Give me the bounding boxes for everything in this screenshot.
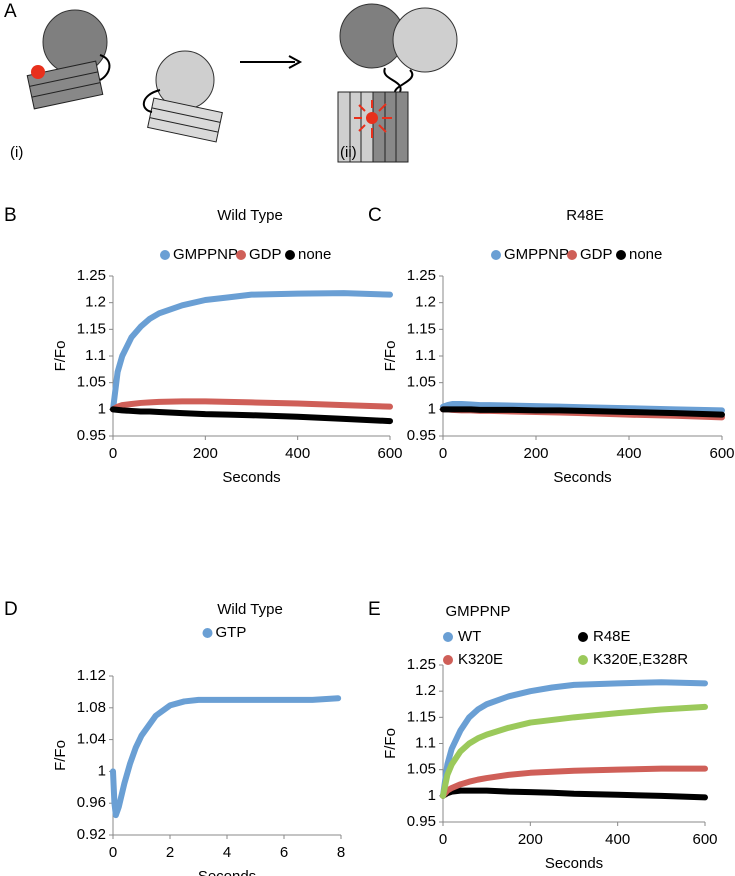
legend-marker <box>160 250 170 260</box>
panel-label: D <box>4 599 18 620</box>
x-tick-label: 200 <box>523 445 548 462</box>
y-tick-label: 0.92 <box>77 826 106 843</box>
series-line <box>110 398 393 413</box>
y-axis-label: F/Fo <box>382 341 399 372</box>
legend-marker <box>567 250 577 260</box>
panel-label: B <box>4 205 17 226</box>
legend-marker <box>236 250 246 260</box>
legend-label: K320E <box>458 651 503 668</box>
y-tick-label: 0.95 <box>77 427 106 444</box>
y-tick-label: 1 <box>98 400 106 417</box>
x-axis-label: Seconds <box>553 469 611 486</box>
legend-marker <box>578 655 588 665</box>
y-tick-label: 1.1 <box>415 734 436 751</box>
legend-label: R48E <box>593 628 631 645</box>
x-tick-label: 400 <box>605 831 630 848</box>
y-tick-label: 1.1 <box>85 347 106 364</box>
x-tick-label: 0 <box>109 844 117 861</box>
x-tick-label: 400 <box>285 445 310 462</box>
panel-label: A <box>4 1 17 22</box>
legend-label: GDP <box>249 246 282 263</box>
series-line <box>110 406 393 425</box>
x-tick-label: 0 <box>109 445 117 462</box>
legend-label: GTP <box>216 624 247 641</box>
y-tick-label: 1.12 <box>77 667 106 684</box>
series-line <box>440 406 725 418</box>
series-line <box>110 290 393 413</box>
x-tick-label: 4 <box>223 844 231 861</box>
y-axis-label: F/Fo <box>52 740 69 771</box>
series-line <box>440 703 708 799</box>
y-tick-label: 1.05 <box>407 374 436 391</box>
x-axis-label: Seconds <box>222 469 280 486</box>
y-tick-label: 1.25 <box>407 267 436 284</box>
x-tick-label: 600 <box>692 831 717 848</box>
legend-label: none <box>298 246 331 263</box>
y-tick-label: 1.04 <box>77 731 106 748</box>
y-tick-label: 1.25 <box>407 656 436 673</box>
y-tick-label: 0.95 <box>407 813 436 830</box>
x-tick-label: 2 <box>166 844 174 861</box>
legend-label: none <box>629 246 662 263</box>
legend-label: GMPPNP <box>504 246 569 263</box>
y-tick-label: 0.96 <box>77 794 106 811</box>
y-tick-label: 1.15 <box>407 320 436 337</box>
x-tick-label: 0 <box>439 831 447 848</box>
x-tick-label: 200 <box>193 445 218 462</box>
legend-marker <box>443 632 453 642</box>
legend-marker <box>578 632 588 642</box>
legend-marker <box>202 628 213 638</box>
y-tick-label: 1.2 <box>415 294 436 311</box>
x-tick-label: 0 <box>439 445 447 462</box>
y-tick-label: 1.25 <box>77 267 106 284</box>
y-tick-label: 1 <box>428 787 436 804</box>
y-tick-label: 1.15 <box>407 708 436 725</box>
y-tick-label: 0.95 <box>407 427 436 444</box>
y-axis-label: F/Fo <box>52 341 69 372</box>
x-tick-label: 600 <box>709 445 734 462</box>
legend-marker <box>443 655 453 665</box>
stage-label: (ii) <box>340 144 357 161</box>
x-tick-label: 200 <box>518 831 543 848</box>
legend-marker <box>285 250 295 260</box>
legend-label: GDP <box>580 246 613 263</box>
panel-label: C <box>368 205 382 226</box>
series-line <box>440 401 725 414</box>
chart-title: Wild Type <box>217 601 283 618</box>
y-tick-label: 1.08 <box>77 699 106 716</box>
legend-label: K320E,E328R <box>593 651 688 668</box>
y-tick-label: 1.2 <box>415 682 436 699</box>
diagram <box>26 3 458 163</box>
x-tick-label: 6 <box>280 844 288 861</box>
y-tick-label: 1 <box>428 400 436 417</box>
legend-marker <box>491 250 501 260</box>
x-tick-label: 600 <box>377 445 402 462</box>
stage-label: (i) <box>10 144 23 161</box>
panel-label: E <box>368 599 381 620</box>
x-axis-label: Seconds <box>545 855 603 872</box>
series-line <box>440 679 708 799</box>
y-axis-label: F/Fo <box>382 728 399 759</box>
chart-title: R48E <box>566 207 604 224</box>
series-line <box>440 765 708 799</box>
legend-marker <box>616 250 626 260</box>
y-tick-label: 1.05 <box>77 374 106 391</box>
chart-title: GMPPNP <box>445 603 510 620</box>
y-tick-label: 1.15 <box>77 320 106 337</box>
legend-label: GMPPNP <box>173 246 238 263</box>
y-tick-label: 1.2 <box>85 294 106 311</box>
series-line <box>110 695 342 819</box>
x-tick-label: 8 <box>337 844 345 861</box>
x-tick-label: 400 <box>616 445 641 462</box>
chart-title: Wild Type <box>217 207 283 224</box>
y-tick-label: 1 <box>98 762 106 779</box>
y-tick-label: 1.1 <box>415 347 436 364</box>
legend-label: WT <box>458 628 481 645</box>
series-line <box>440 787 708 801</box>
y-tick-label: 1.05 <box>407 761 436 778</box>
x-axis-label: Seconds <box>198 868 256 876</box>
